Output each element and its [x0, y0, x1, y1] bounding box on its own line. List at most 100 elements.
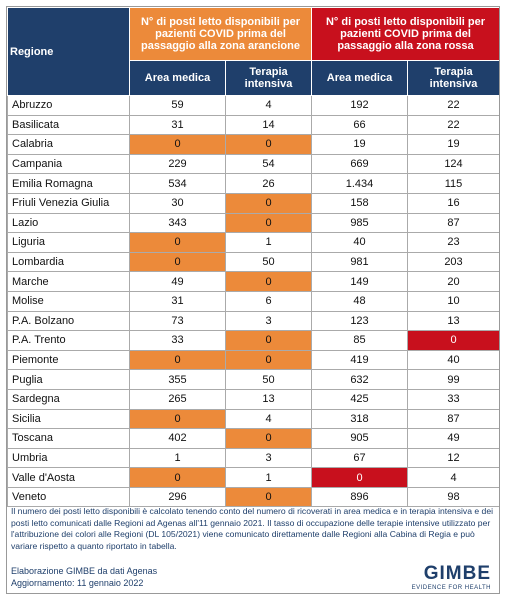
value-cell: 30 [129, 192, 226, 214]
value-cell: 67 [311, 447, 408, 469]
logo-text: GIMBE [423, 563, 491, 584]
table-row: Toscana 402 0 905 49 [7, 428, 499, 449]
value-cell: 0 [225, 330, 312, 351]
value-cell: 296 [129, 486, 226, 508]
table-row: Campania 229 54 669 124 [7, 153, 499, 175]
value-cell: 3 [225, 310, 312, 332]
value-cell: 534 [129, 173, 226, 194]
value-cell: 0 [225, 271, 312, 292]
value-cell: 123 [311, 310, 408, 332]
value-cell: 981 [311, 251, 408, 273]
value-cell: 98 [407, 486, 499, 508]
column-header: Area medica [311, 60, 408, 96]
value-cell: 20 [407, 271, 499, 292]
update-date: Aggiornamento: 11 gennaio 2022 [11, 578, 144, 588]
value-cell: 3 [225, 447, 312, 469]
value-cell: 0 [129, 232, 226, 253]
value-cell: 632 [311, 369, 408, 390]
value-cell: 0 [407, 330, 499, 351]
value-cell: 1 [225, 467, 312, 488]
region-cell: Lazio [7, 212, 130, 234]
region-cell: Lombardia [7, 251, 130, 273]
value-cell: 22 [407, 114, 499, 136]
value-cell: 419 [311, 349, 408, 371]
region-header: Regione [7, 7, 130, 96]
region-cell: Toscana [7, 428, 130, 449]
table-row: Valle d'Aosta 0 1 0 4 [7, 467, 499, 488]
column-header: Area medica [129, 60, 226, 96]
region-cell: Sardegna [7, 388, 130, 410]
table-row: Emilia Romagna 534 26 1.434 115 [7, 173, 499, 194]
table-row: Marche 49 0 149 20 [7, 271, 499, 292]
value-cell: 0 [225, 349, 312, 371]
value-cell: 48 [311, 290, 408, 312]
value-cell: 0 [129, 349, 226, 371]
infographic: Regione N° di posti letto disponibili pe… [6, 6, 500, 594]
table-row: Abruzzo 59 4 192 22 [7, 95, 499, 116]
region-cell: P.A. Trento [7, 330, 130, 351]
region-cell: Calabria [7, 134, 130, 155]
value-cell: 985 [311, 212, 408, 234]
region-cell: Marche [7, 271, 130, 292]
table-body: Abruzzo 59 4 192 22 Basilicata 31 14 66 22 Calabri… [7, 95, 499, 508]
value-cell: 33 [129, 330, 226, 351]
value-cell: 0 [225, 192, 312, 214]
value-cell: 0 [129, 251, 226, 273]
value-cell: 402 [129, 428, 226, 449]
value-cell: 4 [407, 467, 499, 488]
value-cell: 50 [225, 369, 312, 390]
region-cell: Abruzzo [7, 95, 130, 116]
table-row: Basilicata 31 14 66 22 [7, 114, 499, 136]
value-cell: 0 [225, 486, 312, 508]
value-cell: 318 [311, 408, 408, 430]
value-cell: 19 [311, 134, 408, 155]
value-cell: 149 [311, 271, 408, 292]
value-cell: 0 [311, 467, 408, 488]
table-row: P.A. Trento 33 0 85 0 [7, 330, 499, 351]
group-header: N° di posti letto disponibili per pazien… [311, 7, 499, 61]
value-cell: 203 [407, 251, 499, 273]
note: Il numero dei posti letto disponibili è … [11, 506, 494, 551]
value-cell: 31 [129, 114, 226, 136]
value-cell: 54 [225, 153, 312, 175]
value-cell: 13 [225, 388, 312, 410]
region-cell: P.A. Bolzano [7, 310, 130, 332]
table-row: Calabria 0 0 19 19 [7, 134, 499, 155]
value-cell: 158 [311, 192, 408, 214]
value-cell: 66 [311, 114, 408, 136]
table-row: Sicilia 0 4 318 87 [7, 408, 499, 430]
source: Elaborazione GIMBE da dati Agenas [11, 566, 158, 576]
value-cell: 192 [311, 95, 408, 116]
value-cell: 31 [129, 290, 226, 312]
region-cell: Friuli Venezia Giulia [7, 192, 130, 214]
table-row: Molise 31 6 48 10 [7, 290, 499, 312]
value-cell: 12 [407, 447, 499, 469]
value-cell: 4 [225, 408, 312, 430]
logo-tagline: EVIDENCE FOR HEALTH [411, 585, 491, 591]
value-cell: 13 [407, 310, 499, 332]
value-cell: 0 [129, 408, 226, 430]
column-header: Terapia intensiva [407, 60, 499, 96]
value-cell: 50 [225, 251, 312, 273]
value-cell: 425 [311, 388, 408, 410]
region-cell: Piemonte [7, 349, 130, 371]
value-cell: 49 [129, 271, 226, 292]
value-cell: 33 [407, 388, 499, 410]
value-cell: 0 [225, 428, 312, 449]
value-cell: 16 [407, 192, 499, 214]
value-cell: 115 [407, 173, 499, 194]
value-cell: 40 [407, 349, 499, 371]
value-cell: 229 [129, 153, 226, 175]
value-cell: 14 [225, 114, 312, 136]
table-row: Liguria 0 1 40 23 [7, 232, 499, 253]
value-cell: 0 [129, 467, 226, 488]
region-cell: Liguria [7, 232, 130, 253]
region-cell: Umbria [7, 447, 130, 469]
region-cell: Puglia [7, 369, 130, 390]
logo: GIMBE EVIDENCE FOR HEALTH [412, 563, 491, 591]
table-row: Veneto 296 0 896 98 [7, 486, 499, 508]
value-cell: 896 [311, 486, 408, 508]
table-row: Umbria 1 3 67 12 [7, 447, 499, 469]
table-row: Lombardia 0 50 981 203 [7, 251, 499, 273]
value-cell: 99 [407, 369, 499, 390]
